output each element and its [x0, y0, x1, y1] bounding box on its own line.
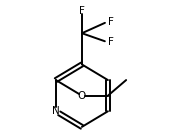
Text: O: O [78, 91, 86, 101]
Text: F: F [108, 37, 114, 47]
Text: F: F [108, 17, 114, 26]
Text: F: F [79, 6, 85, 16]
Text: N: N [52, 106, 60, 116]
